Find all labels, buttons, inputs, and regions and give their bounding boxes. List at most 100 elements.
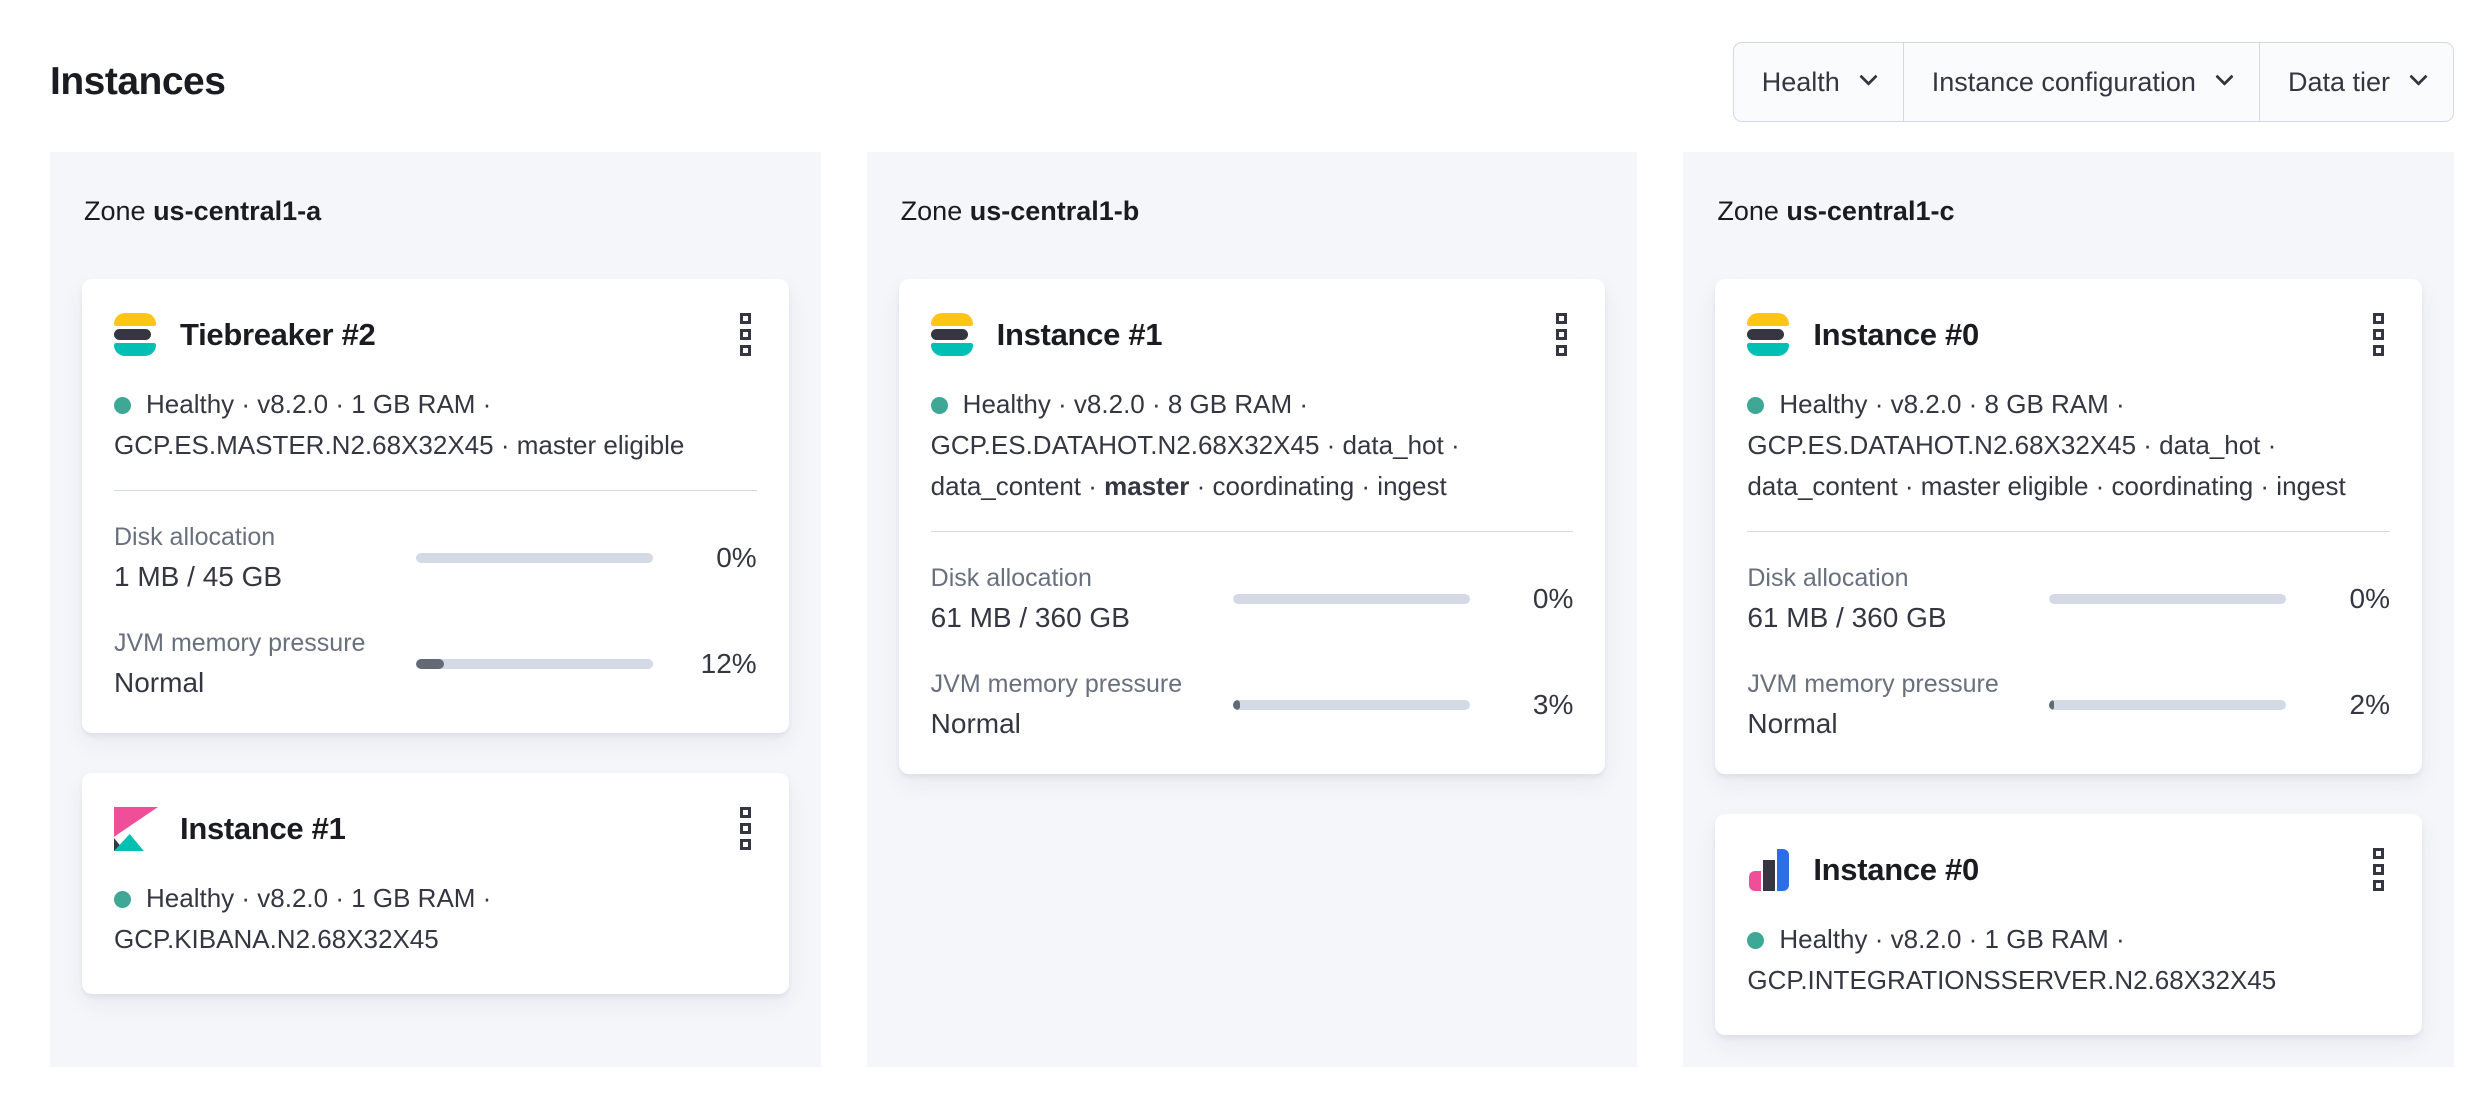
card-divider <box>1747 531 2391 532</box>
instance-title: Instance #0 <box>1813 316 1979 352</box>
disk-allocation-label: Disk allocation <box>1747 564 1909 592</box>
master-role-badge: master <box>1104 471 1190 501</box>
jvm-memory-pressure-bar <box>416 659 653 669</box>
instance-meta: Healthy · v8.2.0 · 1 GB RAM · GCP.ES.MAS… <box>114 384 757 466</box>
jvm-memory-pressure-label: JVM memory pressure <box>930 670 1183 698</box>
healthy-status-dot-icon <box>1747 397 1765 414</box>
jvm-memory-pressure-percent: 3% <box>1532 689 1574 720</box>
meta-line-1: Healthy · v8.2.0 · 1 GB RAM · <box>114 878 757 919</box>
disk-allocation-percent: 0% <box>2349 583 2391 614</box>
jvm-memory-pressure-percent: 2% <box>2349 689 2391 720</box>
elasticsearch-logo-icon <box>114 313 158 357</box>
card-divider <box>114 490 757 491</box>
elasticsearch-logo-icon <box>1747 313 1791 357</box>
metrics: Disk allocation 61 MB / 360 GB 0% JVM me… <box>931 564 1574 740</box>
meta-line-1: Healthy · v8.2.0 · 8 GB RAM · <box>1747 384 2390 425</box>
meta-line-3: data_content · master eligible · coordin… <box>1747 471 2346 501</box>
zone-panel-us-central1-a: Zone us-central1-a Tiebreaker #2 Healthy… <box>50 152 821 1067</box>
meta-text: Healthy · v8.2.0 · 8 GB RAM · <box>962 389 1308 419</box>
meta-text: · coordinating · ingest <box>1189 471 1447 501</box>
healthy-status-dot-icon <box>114 891 131 908</box>
disk-allocation-bar <box>2049 594 2287 604</box>
page-title: Instances <box>50 60 226 103</box>
instance-title: Instance #0 <box>1813 851 1979 887</box>
disk-allocation-value: 1 MB / 45 GB <box>114 561 283 592</box>
meta-text: Healthy · v8.2.0 · 8 GB RAM · <box>1779 389 2125 419</box>
instance-title: Instance #1 <box>180 810 346 846</box>
meta-line-2: GCP.INTEGRATIONSSERVER.N2.68X32X45 <box>1747 965 2277 995</box>
zone-heading: Zone us-central1-b <box>901 196 1606 227</box>
instance-meta: Healthy · v8.2.0 · 8 GB RAM · GCP.ES.DAT… <box>930 384 1574 507</box>
instance-meta: Healthy · v8.2.0 · 1 GB RAM · GCP.INTEGR… <box>1747 919 2390 1001</box>
meta-text: data_content · <box>930 471 1105 501</box>
jvm-memory-pressure-bar-fill <box>1232 700 1240 710</box>
instance-actions-kebab-button[interactable] <box>2367 305 2390 364</box>
instance-card-es-1: Instance #1 Healthy · v8.2.0 · 8 GB RAM … <box>898 279 1606 774</box>
filter-health-label: Health <box>1761 66 1840 97</box>
disk-allocation-row: Disk allocation 1 MB / 45 GB 0% <box>114 523 757 593</box>
jvm-memory-pressure-bar-fill <box>416 659 445 669</box>
instance-title: Instance #1 <box>996 316 1163 352</box>
filter-instance-configuration-button[interactable]: Instance configuration <box>1902 43 2259 121</box>
meta-line-2: GCP.ES.MASTER.N2.68X32X45 · master eligi… <box>114 430 685 460</box>
card-header: Tiebreaker #2 <box>114 305 757 364</box>
metrics: Disk allocation 61 MB / 360 GB 0% JVM me… <box>1747 564 2390 740</box>
zone-prefix: Zone <box>84 196 146 226</box>
meta-text: Healthy · v8.2.0 · 1 GB RAM · <box>1779 924 2125 954</box>
jvm-memory-pressure-value: Normal <box>114 667 205 698</box>
instance-actions-kebab-button[interactable] <box>2367 840 2390 899</box>
instance-actions-kebab-button[interactable] <box>734 305 757 364</box>
disk-allocation-percent: 0% <box>716 542 757 573</box>
card-header: Instance #0 <box>1747 305 2390 364</box>
instance-actions-kebab-button[interactable] <box>1550 305 1573 364</box>
jvm-memory-pressure-label: JVM memory pressure <box>114 629 366 657</box>
zone-name: us-central1-b <box>969 196 1140 226</box>
disk-allocation-row: Disk allocation 61 MB / 360 GB 0% <box>931 564 1574 634</box>
instance-actions-kebab-button[interactable] <box>734 799 757 858</box>
jvm-memory-pressure-value: Normal <box>930 708 1021 739</box>
jvm-memory-pressure-row: JVM memory pressure Normal 2% <box>1747 670 2390 740</box>
chevron-down-icon <box>1859 66 1878 86</box>
meta-line-2: GCP.ES.DATAHOT.N2.68X32X45 · data_hot · <box>930 430 1460 460</box>
meta-line-1: Healthy · v8.2.0 · 1 GB RAM · <box>114 384 757 425</box>
healthy-status-dot-icon <box>1747 932 1765 949</box>
zone-panel-us-central1-b: Zone us-central1-b Instance #1 Healthy ·… <box>866 152 1638 1067</box>
chevron-down-icon <box>2409 66 2428 86</box>
meta-line-1: Healthy · v8.2.0 · 1 GB RAM · <box>1747 919 2390 960</box>
healthy-status-dot-icon <box>930 397 948 414</box>
zone-panel-us-central1-c: Zone us-central1-c Instance #0 Healthy ·… <box>1683 152 2455 1067</box>
instance-card-integrations-server-0: Instance #0 Healthy · v8.2.0 · 1 GB RAM … <box>1715 814 2423 1035</box>
jvm-memory-pressure-row: JVM memory pressure Normal 3% <box>931 670 1574 740</box>
filter-data-tier-label: Data tier <box>2287 66 2390 97</box>
disk-allocation-value: 61 MB / 360 GB <box>930 602 1130 633</box>
disk-allocation-bar <box>1232 594 1470 604</box>
filter-data-tier-button[interactable]: Data tier <box>2258 43 2453 121</box>
disk-allocation-bar <box>416 553 653 563</box>
zone-prefix: Zone <box>1717 196 1779 226</box>
filter-health-button[interactable]: Health <box>1734 43 1903 121</box>
jvm-memory-pressure-bar <box>2049 700 2287 710</box>
zone-heading: Zone us-central1-c <box>1717 196 2422 227</box>
disk-allocation-label: Disk allocation <box>930 564 1092 592</box>
chevron-down-icon <box>2215 66 2234 86</box>
instance-card-es-0: Instance #0 Healthy · v8.2.0 · 8 GB RAM … <box>1715 279 2423 774</box>
jvm-memory-pressure-percent: 12% <box>700 648 757 679</box>
jvm-memory-pressure-bar <box>1232 700 1470 710</box>
jvm-memory-pressure-value: Normal <box>1747 708 1838 739</box>
zone-heading: Zone us-central1-a <box>84 196 789 227</box>
metrics: Disk allocation 1 MB / 45 GB 0% JVM memo… <box>114 523 757 699</box>
instance-meta: Healthy · v8.2.0 · 1 GB RAM · GCP.KIBANA… <box>114 878 757 960</box>
card-header: Instance #1 <box>114 799 757 858</box>
elasticsearch-logo-icon <box>930 313 975 357</box>
filter-instance-configuration-label: Instance configuration <box>1931 66 2196 97</box>
zone-name: us-central1-a <box>153 196 322 226</box>
meta-text: Healthy · v8.2.0 · 1 GB RAM · <box>146 389 492 419</box>
zone-prefix: Zone <box>900 196 963 226</box>
zones-container: Zone us-central1-a Tiebreaker #2 Healthy… <box>0 152 2490 1091</box>
meta-line-2: GCP.KIBANA.N2.68X32X45 <box>114 924 439 954</box>
jvm-memory-pressure-row: JVM memory pressure Normal 12% <box>114 629 757 699</box>
disk-allocation-percent: 0% <box>1532 583 1574 614</box>
instance-title: Tiebreaker #2 <box>180 316 376 352</box>
card-header: Instance #1 <box>930 305 1574 364</box>
meta-line-3: data_content · master · coordinating · i… <box>931 466 1574 507</box>
